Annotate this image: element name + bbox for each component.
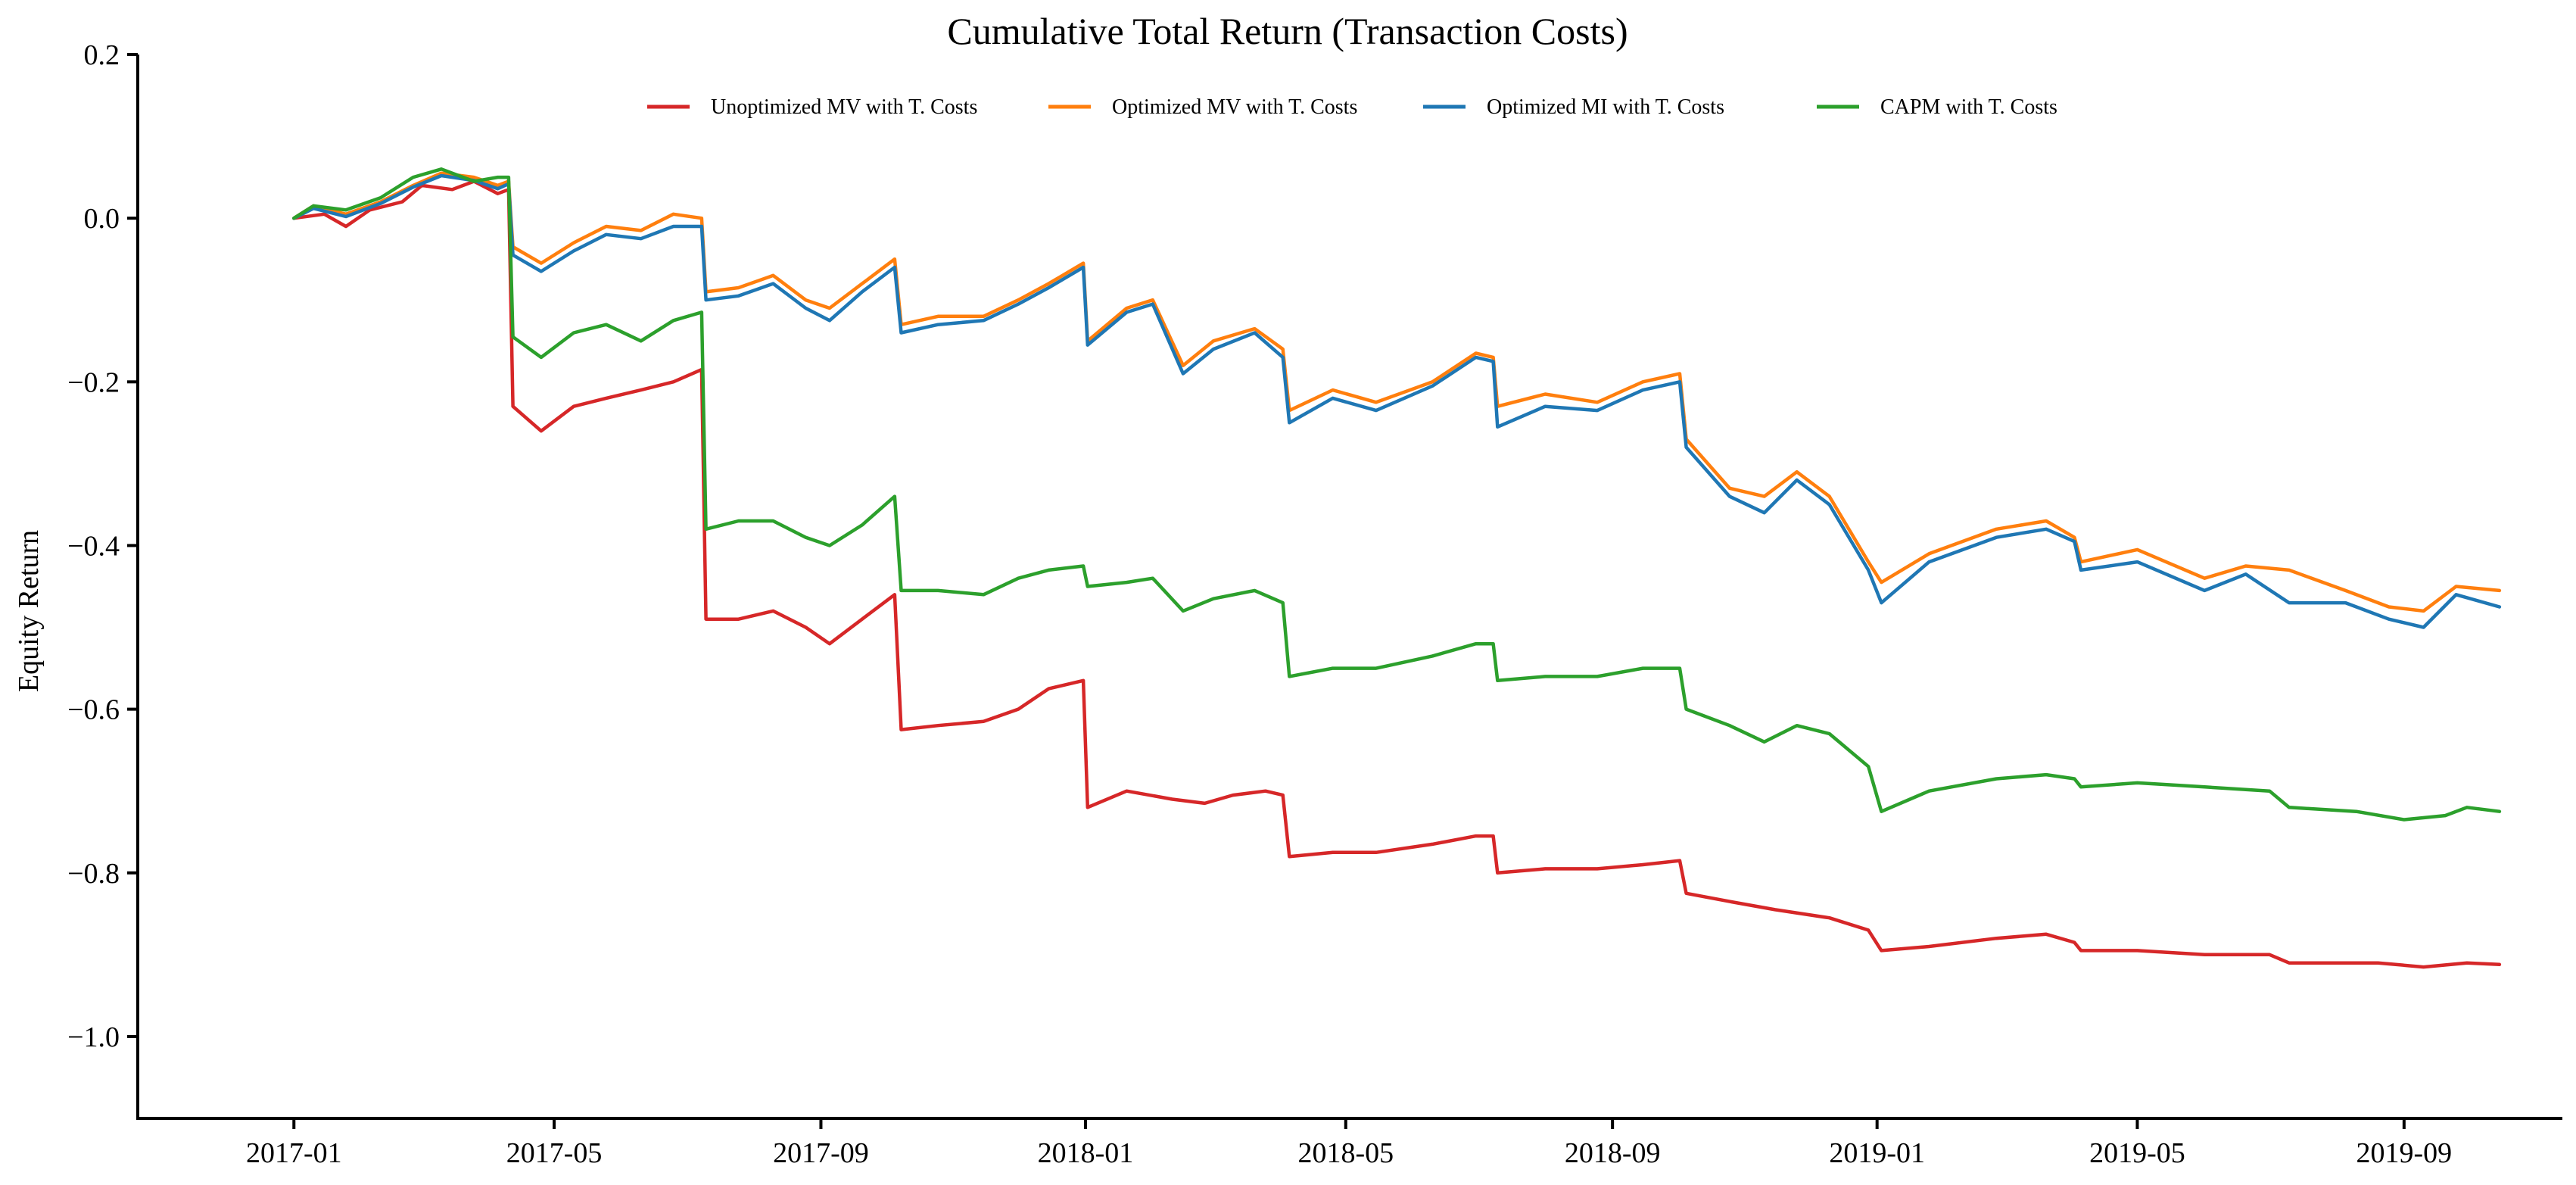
y-tick-label: −0.6 [67,694,120,726]
series-line-optimized-mv-with-t-costs [292,171,2502,613]
series-line-optimized-mi-with-t-costs [292,173,2502,629]
legend: Unoptimized MV with T. Costs Optimized MV… [647,95,2057,119]
y-tick-label: −0.2 [67,366,120,398]
legend-label-unoptimized-mv-with-t-costs: Unoptimized MV with T. Costs [711,95,977,119]
x-tick-label: 2019-09 [2356,1137,2453,1169]
y-axis-label: Equity Return [13,530,45,692]
legend-label-optimized-mv-with-t-costs: Optimized MV with T. Costs [1112,95,1357,119]
y-tick-label: −1.0 [67,1021,120,1053]
plot-area [292,167,2502,969]
x-tick-label: 2018-05 [1297,1137,1394,1169]
y-axis-ticks: 0.2 0.0 −0.2 −0.4 −0.6 −0.8 −1.0 [67,39,138,1053]
x-tick-label: 2018-01 [1038,1137,1134,1169]
y-tick-label: 0.2 [84,39,120,71]
x-tick-label: 2017-05 [506,1137,603,1169]
x-tick-label: 2019-05 [2089,1137,2185,1169]
x-tick-label: 2019-01 [1829,1137,1925,1169]
x-axis-ticks: 2017-01 2017-05 2017-09 2018-01 2018-05 2018-… [246,1118,2452,1169]
y-tick-label: −0.4 [67,530,120,562]
x-tick-label: 2018-09 [1565,1137,1661,1169]
series-line-capm-with-t-costs [292,167,2502,822]
legend-label-capm-with-t-costs: CAPM with T. Costs [1880,95,2057,119]
chart-title: Cumulative Total Return (Transaction Cos… [947,10,1628,52]
y-tick-label: −0.8 [67,858,120,890]
x-tick-label: 2017-01 [246,1137,342,1169]
legend-label-optimized-mi-with-t-costs: Optimized MI with T. Costs [1487,95,1724,119]
series-line-unoptimized-mv-with-t-costs [292,179,2502,969]
x-tick-label: 2017-09 [773,1137,869,1169]
y-tick-label: 0.0 [84,203,120,235]
